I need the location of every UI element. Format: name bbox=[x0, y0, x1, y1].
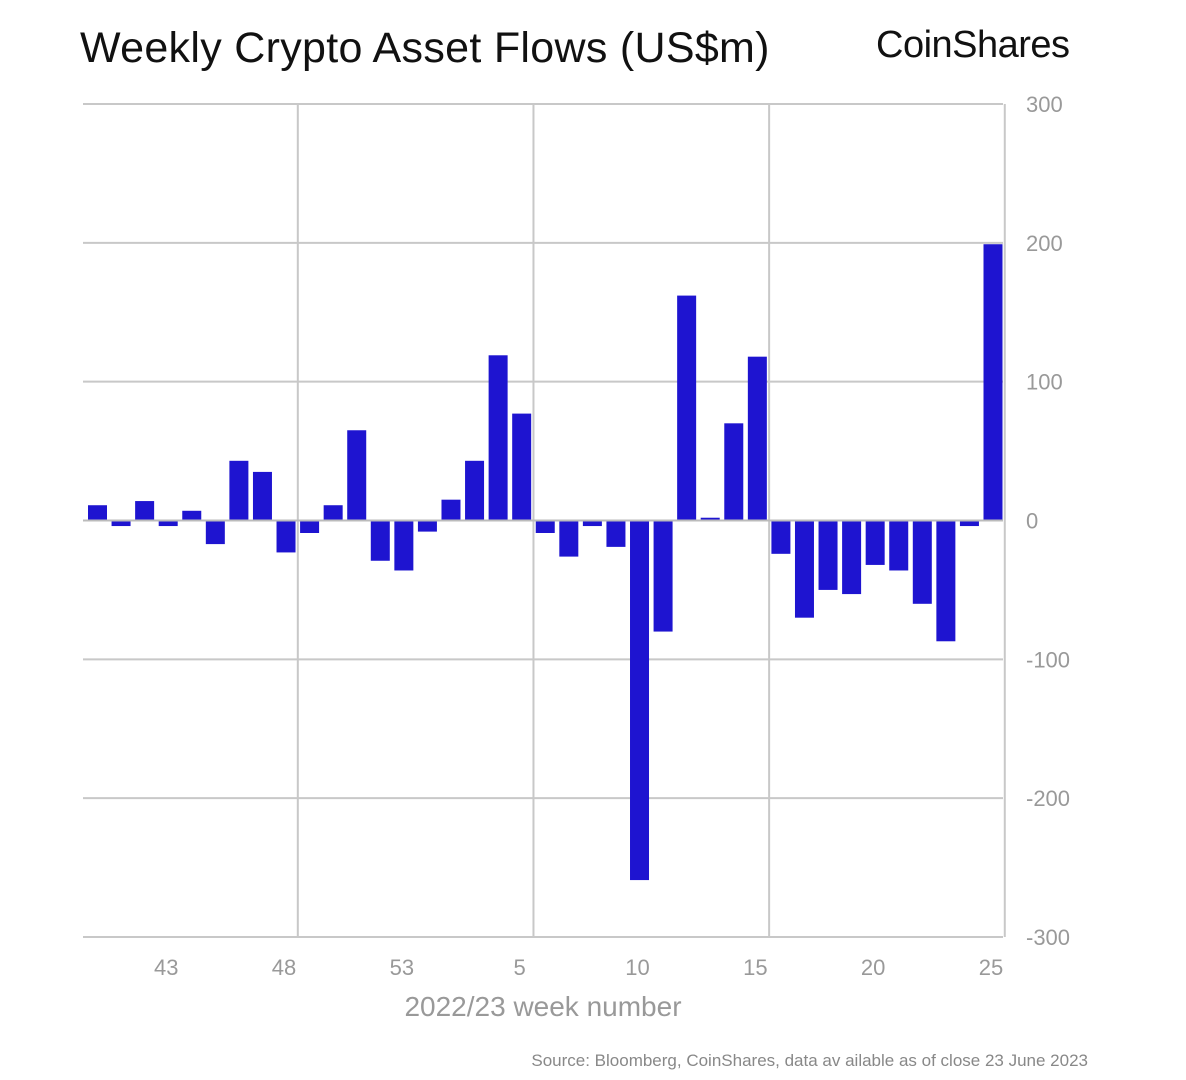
bar-week-15 bbox=[747, 356, 767, 521]
x-tick-label: 43 bbox=[154, 955, 178, 980]
bar-week-41 bbox=[111, 520, 131, 527]
bar-week-25 bbox=[983, 244, 1003, 521]
source-note: Source: Bloomberg, CoinShares, data av a… bbox=[531, 1051, 1088, 1070]
y-tick-label: -200 bbox=[1026, 786, 1070, 811]
x-axis-label: 2022/23 week number bbox=[404, 991, 681, 1022]
bar-week-40 bbox=[88, 505, 107, 521]
bar-week-24 bbox=[959, 520, 979, 527]
bar-week-43 bbox=[158, 520, 178, 527]
y-tick-label: 300 bbox=[1026, 92, 1063, 117]
bar-week-21 bbox=[889, 520, 909, 571]
bar-week-12 bbox=[677, 295, 697, 521]
y-tick-label: 100 bbox=[1026, 370, 1063, 395]
bar-week-47 bbox=[252, 471, 272, 521]
bar-week-46 bbox=[229, 460, 249, 521]
bar-week-53 bbox=[394, 520, 414, 571]
bar-week-11 bbox=[653, 520, 673, 632]
bar-week-16 bbox=[771, 520, 791, 554]
coinshares-logo: CoinShares bbox=[876, 24, 1070, 66]
x-tick-label: 25 bbox=[979, 955, 1003, 980]
bar-week-51 bbox=[347, 430, 367, 521]
x-tick-label: 5 bbox=[514, 955, 526, 980]
bar-week-1 bbox=[417, 520, 437, 532]
chart-title: Weekly Crypto Asset Flows (US$m) bbox=[80, 24, 770, 72]
y-tick-label: 0 bbox=[1026, 509, 1038, 534]
x-tick-label: 15 bbox=[743, 955, 767, 980]
bar-week-6 bbox=[535, 520, 555, 533]
bar-week-19 bbox=[842, 520, 862, 595]
bar-week-23 bbox=[936, 520, 956, 642]
bar-week-18 bbox=[818, 520, 838, 590]
bar-week-14 bbox=[724, 423, 744, 521]
bar-week-2 bbox=[441, 499, 461, 521]
bar-week-10 bbox=[630, 520, 650, 881]
bar-week-22 bbox=[912, 520, 932, 604]
bar-week-20 bbox=[865, 520, 885, 565]
x-tick-label: 48 bbox=[272, 955, 296, 980]
y-tick-label: -100 bbox=[1026, 647, 1070, 672]
x-tick-label: 20 bbox=[861, 955, 885, 980]
bar-week-5 bbox=[512, 413, 532, 521]
bar-week-52 bbox=[370, 520, 390, 561]
bar-week-42 bbox=[135, 501, 155, 521]
bar-week-48 bbox=[276, 520, 296, 553]
bar-week-8 bbox=[582, 520, 602, 527]
bar-week-50 bbox=[323, 505, 343, 521]
bar-week-49 bbox=[300, 520, 320, 533]
bar-week-44 bbox=[182, 510, 202, 521]
bar-week-45 bbox=[205, 520, 225, 545]
bar-week-4 bbox=[488, 355, 508, 521]
y-tick-label: -300 bbox=[1026, 925, 1070, 950]
bar-week-13 bbox=[700, 517, 720, 521]
x-tick-label: 10 bbox=[625, 955, 649, 980]
x-tick-label: 53 bbox=[390, 955, 414, 980]
bar-week-3 bbox=[465, 460, 485, 521]
bar-week-7 bbox=[559, 520, 579, 557]
bar-week-9 bbox=[606, 520, 626, 547]
y-tick-label: 200 bbox=[1026, 231, 1063, 256]
bar-week-17 bbox=[794, 520, 814, 618]
